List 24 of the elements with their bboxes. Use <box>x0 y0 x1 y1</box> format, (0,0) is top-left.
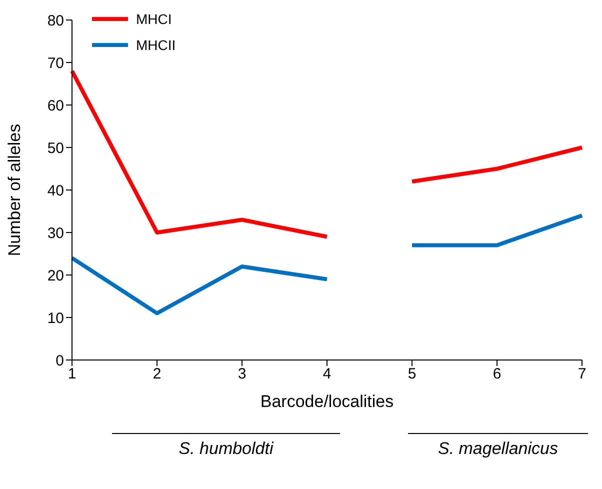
text: S. humboldti <box>178 439 275 459</box>
x-tick-label: 2 <box>152 366 162 383</box>
y-tick-label: 70 <box>47 54 64 72</box>
y-tick-label: 80 <box>47 12 64 30</box>
line-series <box>70 69 329 239</box>
x-tick-label: 7 <box>578 366 586 383</box>
x-tick-label: 3 <box>238 366 246 383</box>
y-tick-label: 20 <box>47 267 64 284</box>
x-tick-label: 1 <box>68 366 76 383</box>
x-tick-label: 5 <box>408 366 416 383</box>
text: S. magellanicus <box>436 439 559 459</box>
x-tick-label: 4 <box>322 366 332 383</box>
y-tick-label: 60 <box>47 97 64 114</box>
x-tick-label: 6 <box>492 366 502 383</box>
y-tick-label: 30 <box>47 224 64 242</box>
legend-label: MHCI <box>136 11 172 27</box>
y-tick-label: 40 <box>47 182 64 200</box>
legend-label: MHCII <box>136 37 176 53</box>
x-axis-title: Barcode/localities <box>260 392 394 411</box>
y-tick-label: 50 <box>47 140 64 157</box>
line-series <box>70 256 329 316</box>
y-axis-title: Number of alleles <box>5 124 24 256</box>
y-tick-label: 0 <box>56 352 64 370</box>
y-tick-label: 10 <box>47 310 64 327</box>
